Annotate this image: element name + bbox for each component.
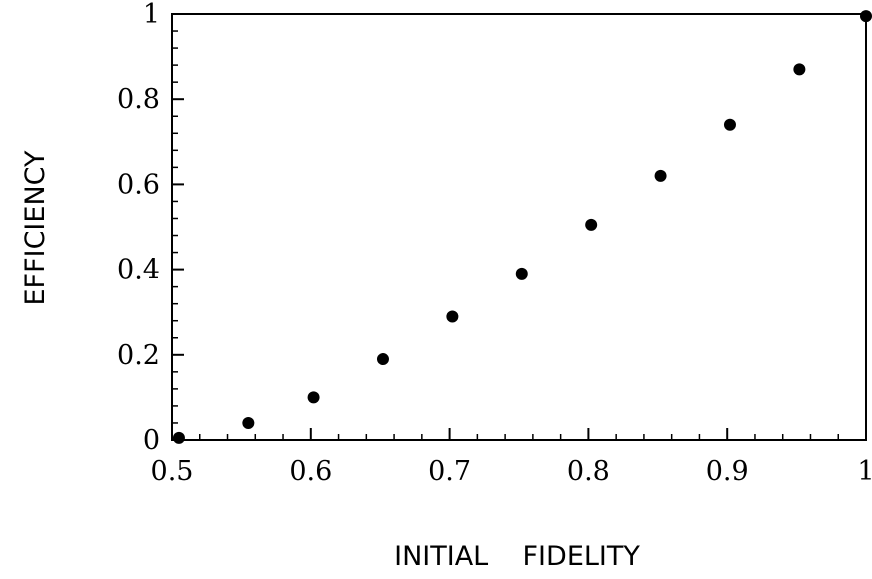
data-point	[515, 267, 528, 280]
data-point	[860, 10, 872, 23]
data-point	[172, 431, 185, 444]
x-tick-label: 0.7	[428, 456, 471, 487]
y-tick-label: 0.2	[117, 340, 160, 371]
data-point	[654, 169, 667, 182]
x-tick-label: 0.5	[151, 456, 194, 487]
data-points	[172, 10, 872, 444]
y-tick-label: 0.4	[117, 255, 160, 286]
data-point	[376, 353, 389, 366]
data-point	[242, 416, 255, 429]
y-tick-label: 0	[143, 425, 160, 456]
x-tick-label: 0.8	[567, 456, 610, 487]
x-axis: 0.5 0.6 0.7 0.8 0.9 1	[151, 428, 872, 487]
data-point	[585, 218, 598, 231]
x-axis-title: INITIAL FIDELITY	[394, 541, 640, 572]
y-tick-label: 1	[143, 0, 160, 30]
data-point	[307, 391, 320, 404]
plot-frame	[171, 13, 867, 441]
minor-ticks	[172, 30, 839, 440]
x-tick-label: 0.9	[706, 456, 749, 487]
data-point	[793, 63, 806, 76]
data-point	[446, 310, 459, 323]
y-tick-label: 0.6	[117, 169, 160, 200]
y-axis-title: EFFICIENCY	[20, 150, 51, 306]
y-tick-label: 0.8	[117, 84, 160, 115]
data-point	[723, 118, 736, 131]
x-tick-label: 1	[857, 456, 872, 487]
x-tick-label: 0.6	[289, 456, 332, 487]
y-axis: 0 0.2 0.4 0.6 0.8 1	[117, 0, 184, 456]
